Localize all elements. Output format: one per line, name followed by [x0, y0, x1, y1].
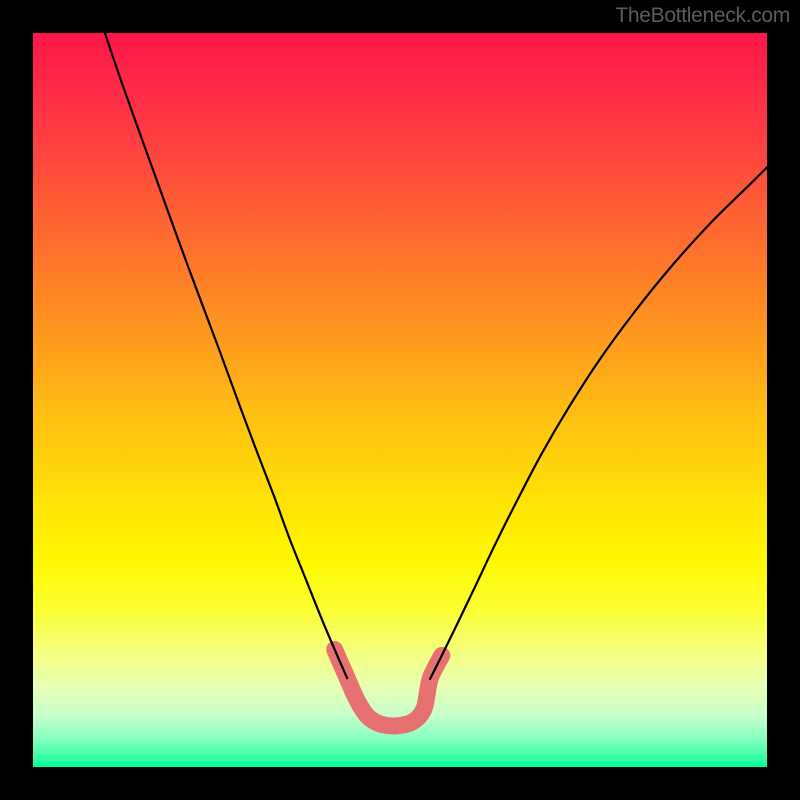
- plot-area: [33, 33, 767, 767]
- left-curve: [105, 33, 347, 678]
- watermark-label: TheBottleneck.com: [615, 4, 790, 28]
- curve-overlay: [33, 33, 767, 767]
- highlight-segment: [335, 650, 442, 726]
- right-curve: [430, 167, 767, 679]
- chart-container: TheBottleneck.com: [0, 0, 800, 800]
